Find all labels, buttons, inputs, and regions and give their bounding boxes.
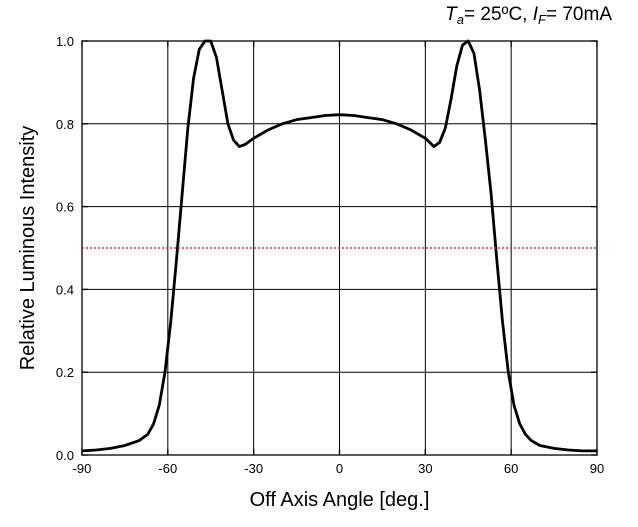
y-tick-label: 0.4 xyxy=(56,282,74,297)
ta-value: = 25ºC, xyxy=(464,4,528,25)
if-value: = 70mA xyxy=(545,4,612,25)
if-subscript: F xyxy=(538,12,546,27)
x-tick-label: -60 xyxy=(158,461,177,476)
y-tick-label: 0.0 xyxy=(56,448,74,463)
ta-subscript: a xyxy=(456,12,465,27)
ta-symbol: T xyxy=(445,4,457,25)
x-tick-label: -30 xyxy=(244,461,263,476)
x-tick-label: 60 xyxy=(504,461,518,476)
x-tick-label: -90 xyxy=(73,461,92,476)
y-tick-label: 0.6 xyxy=(56,200,74,215)
x-tick-label: 0 xyxy=(336,461,343,476)
y-axis-title: Relative Luminous Intensity xyxy=(17,126,39,371)
test-conditions: Ta= 25ºC, IF= 70mA xyxy=(445,4,612,27)
x-tick-label: 30 xyxy=(418,461,432,476)
y-tick-label: 1.0 xyxy=(56,34,74,49)
y-tick-label: 0.8 xyxy=(56,117,74,132)
if-symbol: I xyxy=(532,4,539,25)
x-axis-title: Off Axis Angle [deg.] xyxy=(250,489,430,511)
x-tick-label: 90 xyxy=(590,461,604,476)
y-tick-label: 0.2 xyxy=(56,365,74,380)
intensity-curve xyxy=(81,39,597,453)
